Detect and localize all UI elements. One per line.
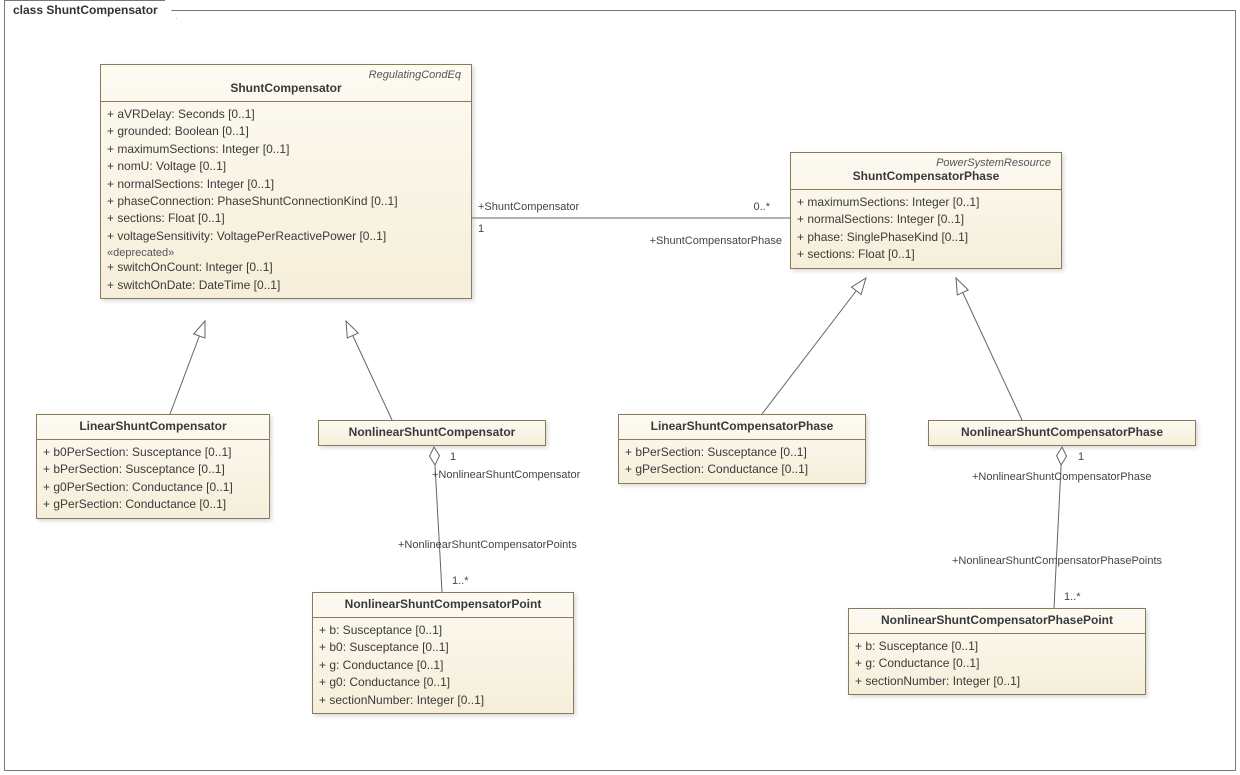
attr: + b: Susceptance [0..1]	[319, 622, 567, 639]
class-name: NonlinearShuntCompensator	[325, 425, 539, 439]
diagram-title: class ShuntCompensator	[4, 0, 177, 19]
attr: + sections: Float [0..1]	[107, 210, 465, 227]
attr: + gPerSection: Conductance [0..1]	[625, 461, 859, 478]
attr: + g: Conductance [0..1]	[855, 655, 1139, 672]
class-name: NonlinearShuntCompensatorPoint	[319, 597, 567, 611]
class-nonlinear-shunt-compensator: NonlinearShuntCompensator	[318, 420, 546, 446]
attr: + b: Susceptance [0..1]	[855, 638, 1139, 655]
class-nonlinear-shunt-compensator-phase-point: NonlinearShuntCompensatorPhasePoint + b:…	[848, 608, 1146, 695]
attr: + aVRDelay: Seconds [0..1]	[107, 106, 465, 123]
class-name: LinearShuntCompensatorPhase	[625, 419, 859, 433]
attr: + switchOnDate: DateTime [0..1]	[107, 277, 465, 294]
attr: + g0: Conductance [0..1]	[319, 674, 567, 691]
class-nonlinear-shunt-compensator-phase: NonlinearShuntCompensatorPhase	[928, 420, 1196, 446]
class-linear-shunt-compensator-phase: LinearShuntCompensatorPhase + bPerSectio…	[618, 414, 866, 484]
attr: + sectionNumber: Integer [0..1]	[319, 692, 567, 709]
attr: + nomU: Voltage [0..1]	[107, 158, 465, 175]
stereotype: PowerSystemResource	[797, 157, 1055, 169]
attr: + bPerSection: Susceptance [0..1]	[43, 461, 263, 478]
attr: + bPerSection: Susceptance [0..1]	[625, 444, 859, 461]
class-shunt-compensator: RegulatingCondEq ShuntCompensator + aVRD…	[100, 64, 472, 299]
attr: + b0: Susceptance [0..1]	[319, 639, 567, 656]
class-name: LinearShuntCompensator	[43, 419, 263, 433]
attr: + voltageSensitivity: VoltagePerReactive…	[107, 228, 465, 245]
attr: + b0PerSection: Susceptance [0..1]	[43, 444, 263, 461]
class-linear-shunt-compensator: LinearShuntCompensator + b0PerSection: S…	[36, 414, 270, 519]
attr: + gPerSection: Conductance [0..1]	[43, 496, 263, 513]
attr: + normalSections: Integer [0..1]	[107, 176, 465, 193]
attr: + grounded: Boolean [0..1]	[107, 123, 465, 140]
attr: + phaseConnection: PhaseShuntConnectionK…	[107, 193, 465, 210]
class-name: ShuntCompensator	[107, 81, 465, 95]
attr: + g0PerSection: Conductance [0..1]	[43, 479, 263, 496]
attr: + normalSections: Integer [0..1]	[797, 211, 1055, 228]
class-nonlinear-shunt-compensator-point: NonlinearShuntCompensatorPoint + b: Susc…	[312, 592, 574, 714]
class-shunt-compensator-phase: PowerSystemResource ShuntCompensatorPhas…	[790, 152, 1062, 269]
class-name: NonlinearShuntCompensatorPhasePoint	[855, 613, 1139, 627]
class-name: NonlinearShuntCompensatorPhase	[935, 425, 1189, 439]
attr: + switchOnCount: Integer [0..1]	[107, 259, 465, 276]
deprecated-label: «deprecated»	[107, 245, 465, 259]
attr: + maximumSections: Integer [0..1]	[797, 194, 1055, 211]
class-name: ShuntCompensatorPhase	[797, 169, 1055, 183]
attr: + phase: SinglePhaseKind [0..1]	[797, 229, 1055, 246]
attr: + sections: Float [0..1]	[797, 246, 1055, 263]
diagram-frame: class ShuntCompensator RegulatingCondEq …	[0, 0, 1240, 775]
stereotype: RegulatingCondEq	[107, 69, 465, 81]
attr: + g: Conductance [0..1]	[319, 657, 567, 674]
attr: + sectionNumber: Integer [0..1]	[855, 673, 1139, 690]
attr: + maximumSections: Integer [0..1]	[107, 141, 465, 158]
